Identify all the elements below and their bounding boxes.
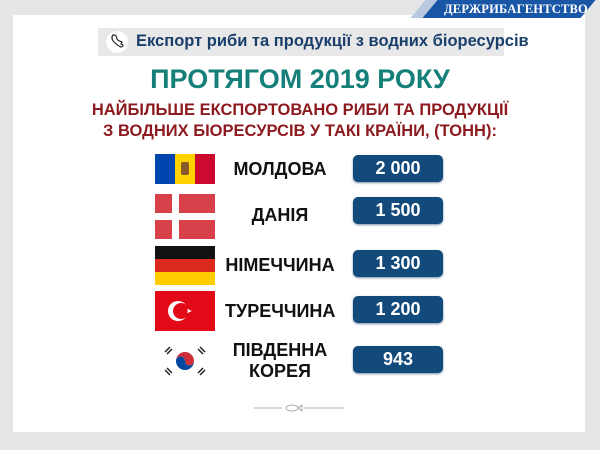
germany-flag [155, 246, 215, 285]
turkey-flag [155, 291, 215, 331]
value-badge: 1 500 [353, 197, 443, 224]
country-name: ТУРЕЧЧИНА [225, 301, 336, 321]
denmark-flag [155, 194, 215, 239]
infographic-card [13, 15, 585, 432]
agency-name: ДЕРЖРИБАГЕНТСТВО [444, 2, 588, 16]
value-badge: 2 000 [353, 155, 443, 182]
subtitle-line: НАЙБІЛЬШЕ ЕКСПОРТОВАНО РИБИ ТА ПРОДУКЦІЇ [91, 101, 509, 119]
fish-divider-icon [254, 399, 344, 412]
value-badge: 1 200 [353, 296, 443, 323]
value-badge: 1 300 [353, 250, 443, 277]
value-badge: 943 [353, 346, 443, 373]
subheader-text: Експорт риби та продукції з водних біоре… [136, 32, 529, 50]
subtitle: НАЙБІЛЬШЕ ЕКСПОРТОВАНО РИБИ ТА ПРОДУКЦІЇ… [0, 100, 600, 142]
country-name: НІМЕЧЧИНА [225, 255, 335, 275]
subheader: Експорт риби та продукції з водних біоре… [98, 28, 529, 56]
country-name: ДАНІЯ [251, 205, 309, 225]
agency-banner: ДЕРЖРИБАГЕНТСТВО [410, 0, 600, 18]
country-name-line: ПІВДЕННА [232, 340, 328, 360]
country-name: ПІВДЕННА КОРЕЯ [225, 340, 335, 382]
moldova-flag [155, 154, 215, 184]
country-name-line: КОРЕЯ [249, 361, 311, 381]
south-korea-flag [155, 342, 215, 380]
page-title: ПРОТЯГОМ 2019 РОКУ [150, 64, 450, 94]
subtitle-line: З ВОДНИХ БІОРЕСУРСІВ У ТАКІ КРАЇНИ, (ТОН… [103, 122, 497, 140]
fish-icon [106, 31, 128, 53]
country-name: МОЛДОВА [233, 159, 327, 179]
